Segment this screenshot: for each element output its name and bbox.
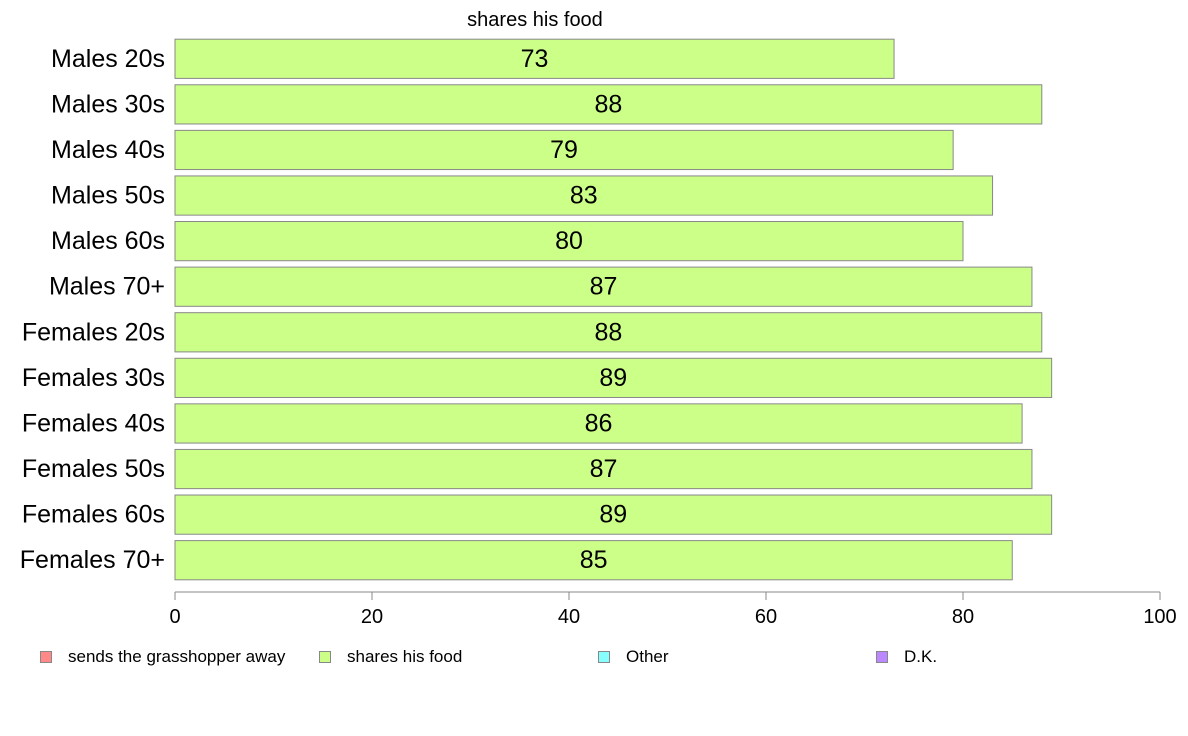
- legend-label-other: Other: [626, 647, 669, 666]
- bar-females-70: [174, 540, 1013, 581]
- category-label-males-30s: Males 30s: [51, 90, 165, 118]
- x-tick-label-40: 40: [558, 606, 580, 628]
- data-label-females-60s: 89: [599, 501, 627, 529]
- bar-females-40s: [174, 403, 1023, 444]
- data-label-males-20s: 73: [521, 45, 549, 73]
- category-label-females-20s: Females 20s: [22, 318, 165, 346]
- category-label-females-70: Females 70+: [20, 546, 165, 574]
- data-label-females-50s: 87: [590, 455, 618, 483]
- category-label-males-40s: Males 40s: [51, 136, 165, 164]
- x-tick-label-20: 20: [361, 606, 383, 628]
- legend-swatch-shares-food: [319, 651, 331, 663]
- x-tick-label-0: 0: [169, 606, 180, 628]
- x-tick-label-100: 100: [1143, 606, 1176, 628]
- legend-label-shares-food: shares his food: [347, 647, 463, 666]
- legend-item-shares-food: shares his food: [319, 646, 462, 668]
- bar-males-70: [174, 266, 1033, 307]
- data-label-females-30s: 89: [599, 364, 627, 392]
- data-label-females-70: 85: [580, 546, 608, 574]
- category-label-females-60s: Females 60s: [22, 501, 165, 529]
- x-tick-label-60: 60: [755, 606, 777, 628]
- data-label-males-30s: 88: [594, 90, 622, 118]
- legend-swatch-dk: [876, 651, 888, 663]
- legend-swatch-sends-away: [40, 651, 52, 663]
- bar-males-40s: [174, 129, 954, 171]
- legend-item-dk: D.K.: [876, 646, 937, 668]
- data-label-females-40s: 86: [585, 409, 613, 437]
- legend-label-dk: D.K.: [904, 647, 938, 666]
- category-label-males-60s: Males 60s: [51, 227, 165, 255]
- chart-title: shares his food: [467, 9, 603, 31]
- data-label-females-20s: 88: [594, 318, 622, 346]
- data-label-males-70: 87: [590, 273, 618, 301]
- bar-females-30s: [174, 357, 1053, 398]
- legend-swatch-other: [598, 651, 610, 663]
- x-tick-label-80: 80: [952, 606, 974, 628]
- bar-males-50s: [174, 175, 994, 216]
- bar-females-50s: [174, 448, 1033, 490]
- legend-item-other: Other: [598, 646, 669, 668]
- category-label-females-40s: Females 40s: [22, 409, 165, 437]
- category-label-males-20s: Males 20s: [51, 45, 165, 73]
- category-label-males-50s: Males 50s: [51, 182, 165, 210]
- bar-males-60s: [174, 221, 964, 262]
- category-label-females-30s: Females 30s: [22, 364, 165, 392]
- data-label-males-40s: 79: [550, 136, 578, 164]
- legend-label-sends-away: sends the grasshopper away: [68, 647, 286, 666]
- bar-males-30s: [174, 84, 1043, 125]
- bar-females-60s: [174, 494, 1053, 535]
- data-label-males-50s: 83: [570, 182, 598, 210]
- bar-females-20s: [174, 312, 1043, 353]
- data-label-males-60s: 80: [555, 227, 583, 255]
- legend-item-sends-away: sends the grasshopper away: [40, 646, 285, 668]
- category-label-females-50s: Females 50s: [22, 455, 165, 483]
- bar-males-20s: [174, 38, 895, 79]
- category-label-males-70: Males 70+: [49, 273, 165, 301]
- legend: sends the grasshopper away shares his fo…: [0, 646, 1188, 668]
